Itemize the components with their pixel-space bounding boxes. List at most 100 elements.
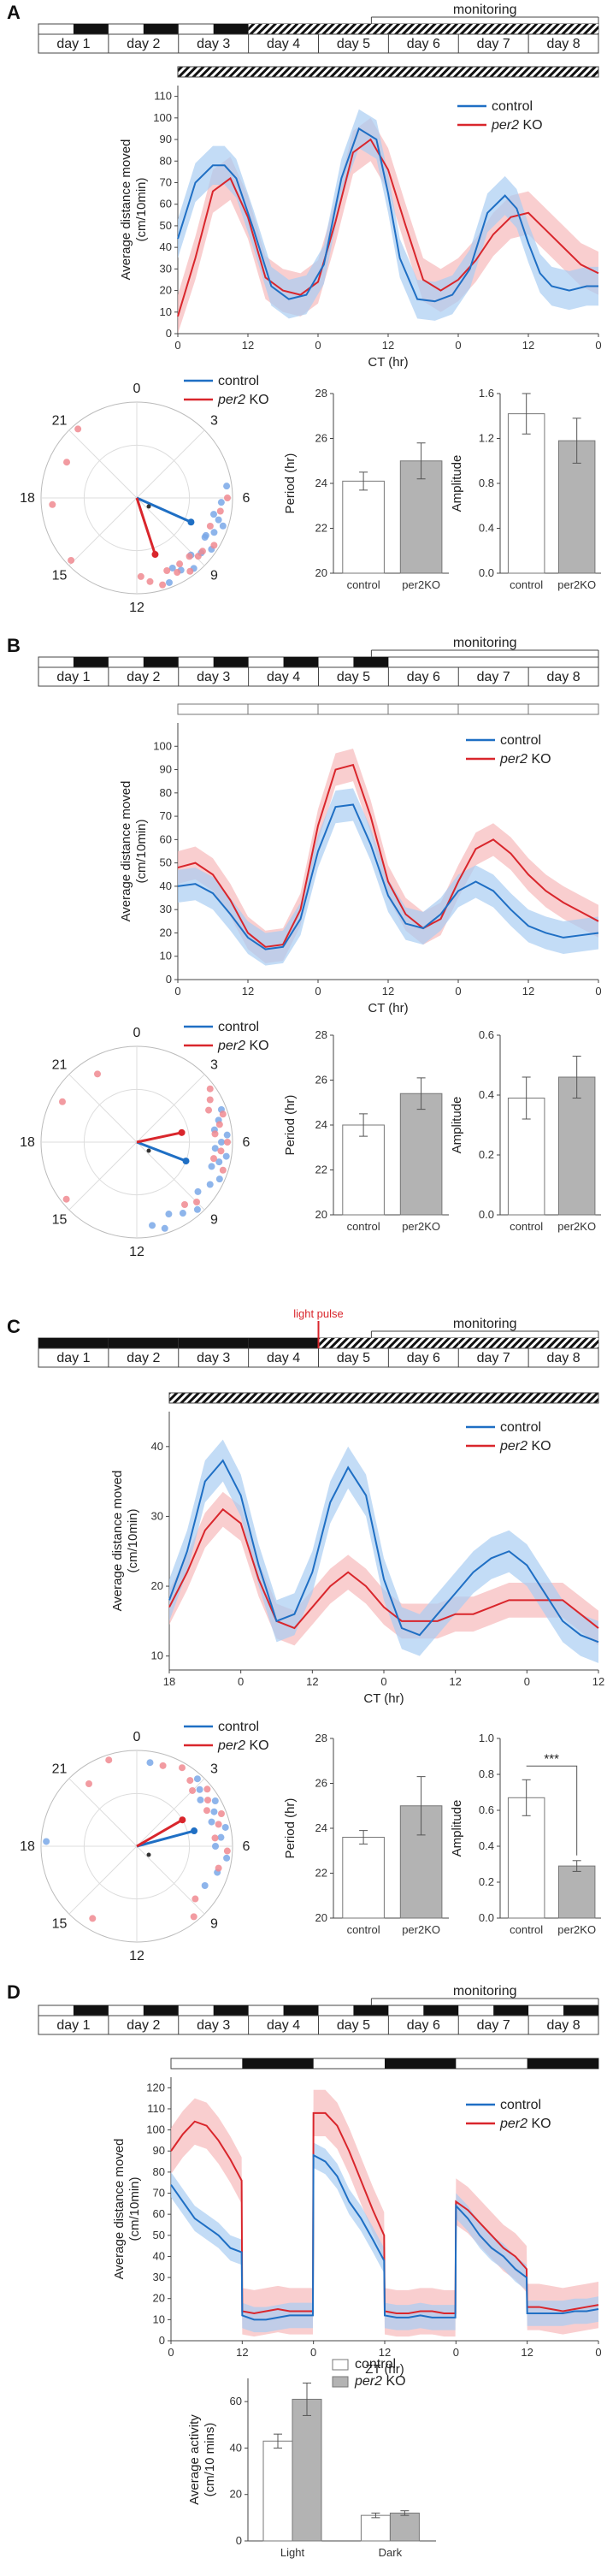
bar-Dark-per2 [389,2512,420,2542]
phase-point-control [217,499,225,506]
y-tick-label: 60 [160,832,172,845]
phase-point-per2 [217,1810,225,1818]
y-tick-label: 120 [146,2081,165,2093]
line-chart-A: 0 10 20 30 40 50 60 70 80 90 100 110 0 12 0 12 0 12 0 CT (h… [119,66,602,370]
x-tick-label: 0 [315,339,321,352]
category-label: control [347,1220,380,1233]
mean-vector-head [191,1827,198,1835]
y-axis-label: Period (hr) [283,1798,298,1859]
y-tick-label: 0.4 [479,1088,494,1101]
dark-phase [108,1338,179,1348]
y-tick-label: 90 [160,133,172,145]
mean-vector-head [182,1158,190,1165]
legend-control-label: control [492,99,533,114]
phase-point-per2 [194,553,202,560]
day-label: day 2 [127,2018,160,2033]
y-axis-label: Amplitude [450,1800,464,1857]
dark-phase [242,2058,314,2069]
polar-hour-label: 6 [243,1135,250,1150]
y-tick-label: 20 [160,284,172,297]
day-label: day 6 [407,670,440,684]
phase-point-control [215,1158,223,1166]
polar-hour-label: 0 [133,1730,141,1744]
polar-hour-label: 21 [52,413,68,428]
phase-point-control [197,1796,204,1803]
polar-hour-label: 18 [20,1839,35,1854]
mean-vector-head [178,1128,186,1136]
y-tick-label: 22 [315,522,327,535]
legend-swatch [332,2359,349,2371]
phase-point-control [210,529,218,536]
period-chart-B: 20 22 24 26 28 Period (hr) control per2KO [283,1028,449,1233]
day-label: day 8 [546,37,580,51]
centroid-dot [146,504,151,509]
y-tick-label: 20 [315,1911,327,1924]
x-tick-label: 12 [592,1675,604,1688]
day-label: day 7 [477,37,510,51]
y-tick-label: 80 [160,154,172,167]
phase-point-control [165,578,173,586]
phase-point-per2 [89,1915,97,1922]
y-tick-label: 70 [160,175,172,188]
constant-dark-phase [458,24,529,34]
phase-point-control [215,516,222,524]
y-tick-label: 0.8 [479,477,494,489]
polar-hour-label: 3 [210,413,218,428]
polar-hour-label: 0 [133,382,141,396]
y-tick-label: 60 [230,2395,242,2407]
line-chart-C: 10 20 30 40 18 0 12 0 12 0 12 CT (hr) Average distan… [110,1392,604,1706]
day-label: day 8 [546,2018,580,2033]
panel-letter-B: B [7,635,21,656]
constant-dark-phase [248,24,319,34]
category-label: per2KO [557,1923,596,1936]
polar-legend-per2-label: per2 KO [217,1039,269,1053]
x-axis-label: ZT (hr) [365,2362,404,2377]
series-line-control [177,127,598,303]
constant-dark-phase [528,24,598,34]
day-label: day 2 [127,670,160,684]
polar-legend-per2-label: per2 KO [217,393,269,407]
dark-phase [283,2005,319,2016]
dark-phase [248,1338,319,1348]
polar-plot-B: 0 3 6 9 12 15 18 21 control per2 KO [20,1020,268,1259]
y-tick-label: 40 [153,2249,165,2262]
phase-point-control [217,1833,225,1841]
y-tick-label: 20 [151,1579,163,1592]
y-tick-label: 28 [315,1028,327,1041]
phase-point-per2 [186,567,194,575]
legend-per2-label: per2 KO [491,118,543,133]
phase-point-control [221,1823,229,1831]
day-label: day 7 [477,670,510,684]
centroid-dot [146,1852,151,1857]
day-label: day 5 [337,2018,370,2033]
dark-phase [423,2005,459,2016]
day-label: day 7 [477,1351,510,1365]
polar-hour-label: 3 [210,1762,218,1776]
centroid-dot [146,1148,151,1153]
y-tick-label: 60 [153,2207,165,2220]
category-label: Light [280,2546,305,2559]
mean-vector-head [151,551,159,559]
x-tick-label: 12 [379,2346,391,2359]
phase-point-per2 [193,1199,201,1206]
y-tick-label: 100 [153,739,172,752]
bar-per2KO [557,1076,596,1216]
phase-point-per2 [206,1096,214,1104]
y-axis-label-line: Average distance moved [119,139,133,281]
light-pulse-label: light pulse [293,1307,344,1320]
phase-point-control [168,564,176,571]
x-tick-label: 18 [163,1675,175,1688]
phase-point-per2 [209,1155,217,1163]
phase-point-per2 [210,542,218,549]
mean-vector-control [136,1829,195,1848]
series-line-control [170,2153,599,2321]
category-label: control [510,1220,543,1233]
y-tick-label: 20 [160,926,172,939]
mean-vector-control [136,496,192,524]
x-tick-label: 0 [595,2346,601,2359]
y-tick-label: 20 [230,2488,242,2501]
y-tick-label: 26 [315,432,327,445]
legend-label: control [355,2357,396,2372]
day-label: day 3 [197,2018,230,2033]
